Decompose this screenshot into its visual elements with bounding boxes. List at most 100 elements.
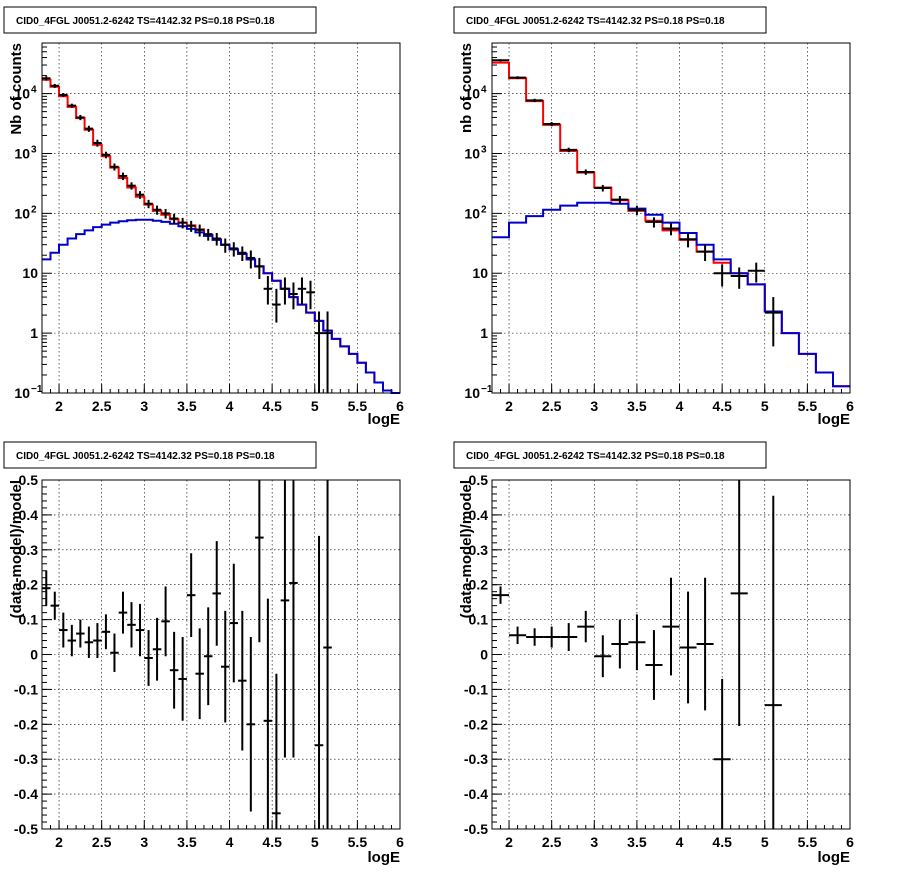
x-tick-label: 2 [505,398,513,414]
x-tick-label: 5.5 [348,834,368,850]
data-point [577,610,595,643]
data-point [135,603,145,657]
data-point [93,139,102,147]
data-point [594,635,612,678]
x-tick-label: 4.5 [712,834,732,850]
data-point [323,480,332,829]
data-point [221,610,230,723]
data-point [42,76,51,81]
data-point [84,125,94,132]
y-tick-label: 0 [30,647,38,663]
y-tick-exponent: 3 [481,144,487,155]
y-tick-label: 0.1 [469,612,489,628]
data-point [101,151,111,159]
panel-top-left: CID0_4FGL J0051.2-6242 TS=4142.32 PS=0.1… [3,6,404,428]
x-tick-label: 3.5 [627,834,647,850]
y-axis-title: nb of counts [458,43,475,133]
data-point [127,182,136,190]
x-tick-label: 2 [505,834,513,850]
data-point [42,570,51,606]
data-point [492,59,510,62]
x-axis-title: logE [818,411,851,428]
y-tick-label: 0.3 [19,542,39,558]
data-point [611,619,629,669]
data-point [323,311,332,393]
y-tick-exponent: 3 [31,144,37,155]
x-tick-label: 3 [590,834,598,850]
data-point [289,480,298,758]
data-point [221,238,230,253]
plot-frame [41,479,401,830]
data-point [195,628,204,720]
y-tick-label: 10 [464,385,480,401]
data-point [178,217,187,229]
panel-bottom-left: CID0_4FGL J0051.2-6242 TS=4142.32 PS=0.1… [3,441,404,866]
y-tick-label: -0.1 [14,681,38,697]
data-point [161,586,170,657]
x-axis-title: logE [818,849,851,866]
data-point [238,246,247,262]
data-point [611,195,629,204]
x-tick-label: 6 [396,398,404,414]
data-point [152,205,162,215]
chart-title: CID0_4FGL J0051.2-6242 TS=4142.32 PS=0.1… [16,451,275,462]
y-tick-label: 0.2 [19,577,39,593]
data-point [713,264,731,287]
y-tick-label: -0.4 [14,786,38,802]
y-tick-label: 10 [14,385,30,401]
x-tick-label: 5.5 [798,834,818,850]
data-point [255,480,264,643]
data-point [306,280,315,310]
x-tick-label: 3 [590,398,598,414]
data-point [144,199,153,209]
y-tick-label: 0.3 [469,542,489,558]
y-tick-label: 0.2 [469,577,489,593]
y-tick-exponent: 2 [481,204,487,215]
panel-bottom-right: CID0_4FGL J0051.2-6242 TS=4142.32 PS=0.1… [453,441,854,866]
y-tick-exponent: −1 [31,384,43,395]
data-point [730,267,748,289]
x-axis-title: logE [368,849,401,866]
data-point [127,602,136,648]
data-point [679,591,697,704]
data-point [679,232,697,248]
data-point [272,673,281,829]
data-point [195,224,204,237]
data-point [67,624,77,657]
data-point [186,220,196,232]
data-point [764,297,782,347]
plot-frame [491,479,851,830]
data-point [238,610,247,751]
y-tick-label: 0 [480,647,488,663]
x-tick-label: 4 [226,834,234,850]
y-tick-label: -0.4 [464,786,488,802]
plot-frame [41,42,401,394]
x-tick-label: 3.5 [627,398,647,414]
x-tick-label: 5 [761,398,769,414]
y-tick-label: 10 [14,145,30,161]
data-point [297,277,307,305]
y-tick-exponent: 4 [31,85,37,96]
x-tick-label: 4 [226,398,234,414]
x-tick-label: 4.5 [262,834,282,850]
data-point [263,275,273,305]
y-tick-label: -0.5 [14,821,38,837]
data-point [169,631,179,709]
data-point [509,76,527,80]
data-point [212,232,221,246]
data-point [59,93,68,97]
data-point [203,228,213,241]
y-tick-label: 10 [464,145,480,161]
data-point [628,205,646,215]
x-tick-label: 6 [846,834,854,850]
data-point [662,223,680,236]
data-point [560,147,578,153]
data-point [229,242,239,257]
histogram-series-line [492,201,850,388]
data-point [730,480,748,727]
data-point [713,678,731,829]
x-tick-label: 5.5 [798,398,818,414]
data-point [118,172,128,181]
data-point [229,563,239,683]
